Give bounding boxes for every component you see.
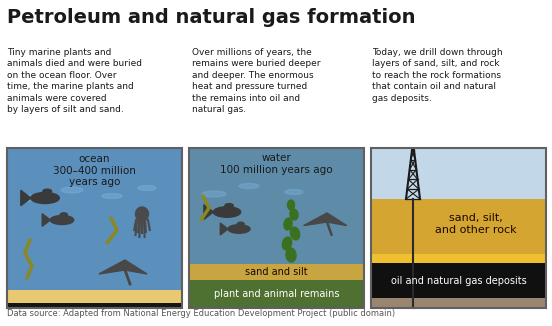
Ellipse shape <box>214 207 241 217</box>
Text: Over millions of years, the
remains were buried deeper
and deeper. The enormous
: Over millions of years, the remains were… <box>192 48 321 114</box>
Ellipse shape <box>138 185 156 190</box>
Polygon shape <box>304 213 347 226</box>
Bar <box>189 264 364 280</box>
Bar <box>189 148 364 308</box>
Ellipse shape <box>290 227 300 240</box>
Ellipse shape <box>31 192 59 203</box>
Text: sand and silt: sand and silt <box>245 267 308 277</box>
Text: water
100 million years ago: water 100 million years ago <box>220 153 333 175</box>
Text: Data source: Adapted from National Energy Education Development Project (public : Data source: Adapted from National Energ… <box>7 309 395 318</box>
Bar <box>7 148 182 308</box>
Bar <box>7 148 182 308</box>
Ellipse shape <box>228 225 250 233</box>
Text: oil and natural gas deposits: oil and natural gas deposits <box>391 275 527 286</box>
Bar <box>371 148 546 308</box>
Ellipse shape <box>237 222 244 226</box>
Ellipse shape <box>50 215 74 225</box>
Ellipse shape <box>239 184 259 188</box>
Polygon shape <box>42 214 50 226</box>
Polygon shape <box>99 260 147 274</box>
Ellipse shape <box>288 200 295 210</box>
Ellipse shape <box>202 191 226 197</box>
Polygon shape <box>220 223 228 235</box>
Bar <box>7 303 182 308</box>
Ellipse shape <box>286 248 296 262</box>
Ellipse shape <box>225 204 233 208</box>
Bar <box>189 280 364 308</box>
Polygon shape <box>21 190 31 206</box>
Ellipse shape <box>285 189 303 195</box>
Ellipse shape <box>282 237 291 250</box>
Bar <box>371 298 546 308</box>
Ellipse shape <box>43 189 51 194</box>
Text: Petroleum and natural gas formation: Petroleum and natural gas formation <box>7 8 416 27</box>
Text: sand, silt,
and other rock: sand, silt, and other rock <box>435 213 517 234</box>
Bar <box>371 148 546 199</box>
Ellipse shape <box>102 194 122 199</box>
Text: plant and animal remains: plant and animal remains <box>214 289 339 299</box>
Bar <box>371 254 546 263</box>
Bar <box>371 199 546 254</box>
Ellipse shape <box>284 218 292 230</box>
Polygon shape <box>204 205 214 219</box>
Bar <box>7 290 182 308</box>
Ellipse shape <box>60 213 67 216</box>
Text: ocean
300–400 million
years ago: ocean 300–400 million years ago <box>53 154 136 187</box>
Bar <box>189 148 364 264</box>
Text: Today, we drill down through
layers of sand, silt, and rock
to reach the rock fo: Today, we drill down through layers of s… <box>372 48 503 103</box>
Ellipse shape <box>23 195 51 201</box>
Bar <box>371 263 546 298</box>
Ellipse shape <box>290 209 298 220</box>
Ellipse shape <box>135 207 148 221</box>
Ellipse shape <box>61 187 83 193</box>
Text: Tiny marine plants and
animals died and were buried
on the ocean floor. Over
tim: Tiny marine plants and animals died and … <box>7 48 142 114</box>
